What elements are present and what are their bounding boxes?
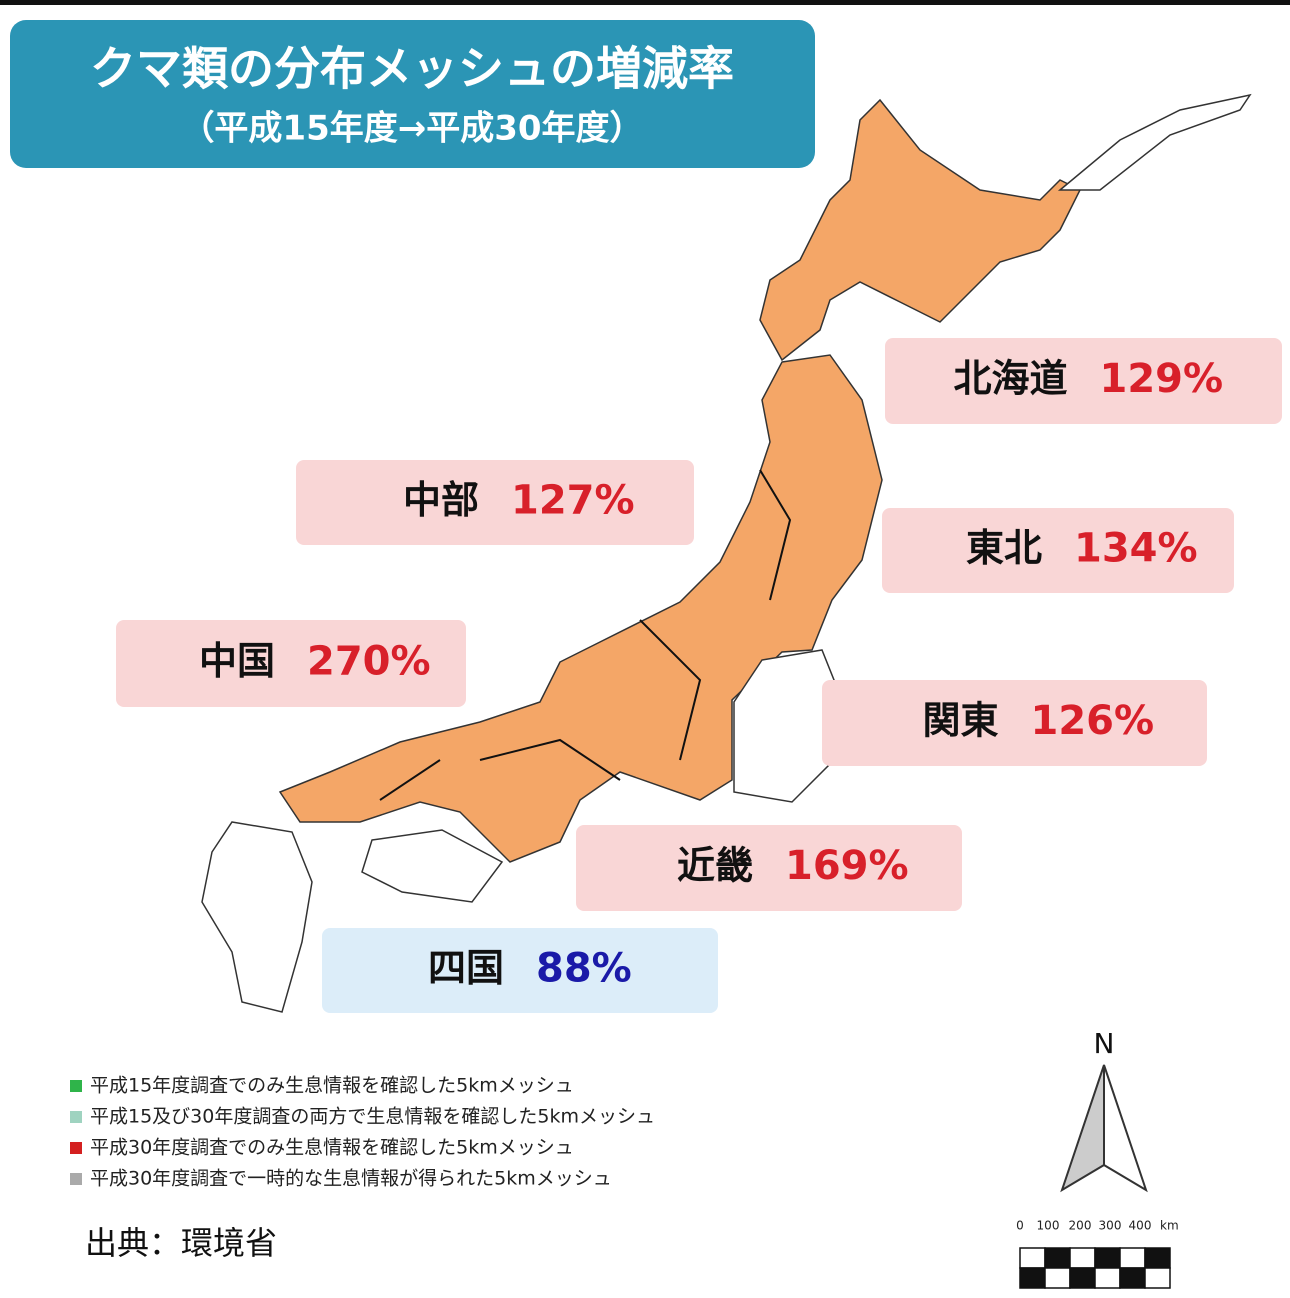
scale-cell	[1044, 1247, 1071, 1269]
hokkaido	[759, 98, 1082, 362]
region-rate: 134%	[1074, 526, 1198, 572]
region-box	[322, 928, 718, 1013]
title-box	[10, 20, 815, 168]
scale-cell	[1069, 1267, 1096, 1289]
scale-cell	[1094, 1247, 1121, 1269]
region-rate: 126%	[1031, 698, 1155, 744]
legend-text: 平成30年度調査で一時的な生息情報が得られた5kmメッシュ	[90, 1168, 612, 1190]
scale-cell	[1119, 1267, 1146, 1289]
top-border	[0, 0, 1290, 5]
region-name: 東北	[966, 526, 1042, 570]
legend-swatch	[70, 1111, 82, 1123]
scale-cell	[1019, 1247, 1046, 1269]
subtitle: （平成15年度→平成30年度）	[180, 109, 643, 149]
scale-cell	[1019, 1267, 1046, 1289]
legend-text: 平成30年度調査でのみ生息情報を確認した5kmメッシュ	[90, 1137, 574, 1159]
title: クマ類の分布メッシュの増減率	[90, 42, 734, 96]
japan-map	[201, 93, 1252, 1013]
scale-cell	[1144, 1247, 1171, 1269]
scale-label: 400	[1129, 1219, 1152, 1233]
region-box	[885, 338, 1282, 424]
region-box	[296, 460, 694, 545]
region-rate: 169%	[785, 843, 909, 889]
region-box	[882, 508, 1234, 593]
region-name: 北海道	[953, 357, 1067, 401]
region-name: 近畿	[677, 844, 753, 888]
scale-label: 100	[1037, 1219, 1060, 1233]
legend-text: 平成15及び30年度調査の両方で生息情報を確認した5kmメッシュ	[90, 1106, 655, 1128]
legend-text: 平成15年度調査でのみ生息情報を確認した5kmメッシュ	[90, 1075, 574, 1097]
legend-swatch	[70, 1142, 82, 1154]
scale-cell	[1044, 1267, 1071, 1289]
scale-label: 300	[1099, 1219, 1122, 1233]
source: 出典：環境省	[85, 1224, 277, 1262]
scale-label: 200	[1069, 1219, 1092, 1233]
region-box	[116, 620, 466, 707]
kuril-islands	[1057, 93, 1252, 191]
region-name: 中部	[403, 478, 479, 522]
region-name: 関東	[922, 699, 998, 743]
scale-cell	[1094, 1267, 1121, 1289]
region-box	[822, 680, 1207, 766]
region-name: 四国	[428, 946, 504, 990]
region-box	[576, 825, 962, 911]
scale-cell	[1144, 1267, 1171, 1289]
honshu	[278, 354, 883, 863]
region-name: 中国	[199, 639, 275, 683]
compass-right	[1103, 1064, 1148, 1193]
prefecture-borders	[379, 469, 792, 801]
region-rate: 88%	[536, 946, 632, 992]
region-rate: 129%	[1100, 356, 1224, 402]
scale-cell	[1069, 1247, 1096, 1269]
scale-label: 0	[1016, 1219, 1024, 1233]
scale-cell	[1119, 1247, 1146, 1269]
compass-left	[1060, 1064, 1105, 1193]
shikoku	[361, 829, 504, 903]
kyushu	[201, 821, 313, 1013]
region-rate: 270%	[307, 639, 431, 685]
kanto-area	[733, 649, 843, 803]
scale-unit: km	[1160, 1219, 1179, 1233]
legend-swatch	[70, 1173, 82, 1185]
compass-label: N	[1094, 1027, 1115, 1060]
legend-swatch	[70, 1080, 82, 1092]
region-rate: 127%	[511, 478, 635, 524]
